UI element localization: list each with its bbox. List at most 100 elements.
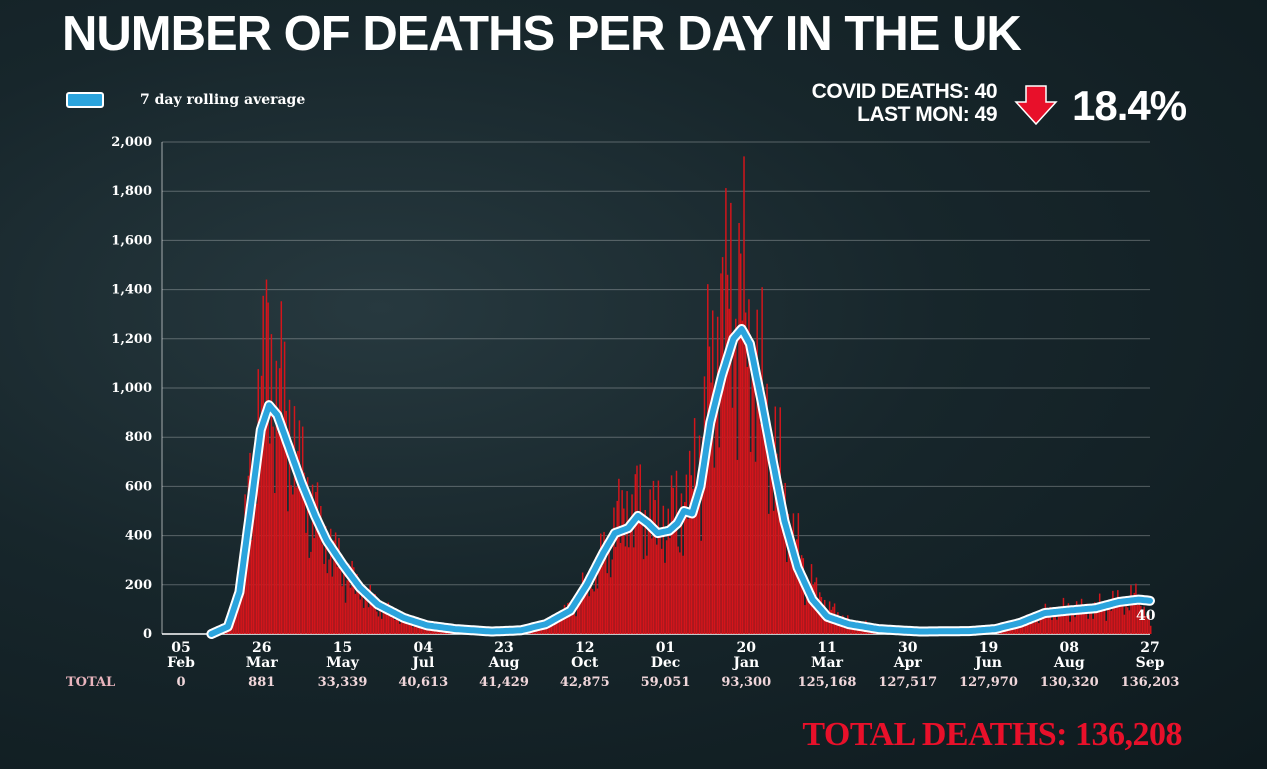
bar xyxy=(776,453,778,634)
bar xyxy=(1113,600,1116,634)
bar xyxy=(1064,609,1066,634)
bar xyxy=(344,602,347,634)
bar xyxy=(606,573,609,634)
bar xyxy=(255,503,258,634)
bar xyxy=(572,601,574,634)
bar xyxy=(631,494,633,634)
bar xyxy=(1103,605,1106,634)
bar xyxy=(1128,610,1131,634)
bar xyxy=(422,625,424,634)
bar xyxy=(683,502,686,634)
bar xyxy=(687,518,689,634)
bar xyxy=(1112,590,1114,634)
bar xyxy=(379,608,381,634)
bar xyxy=(702,437,704,634)
bar xyxy=(1074,617,1076,634)
y-tick-label: 1,400 xyxy=(111,283,152,298)
bar xyxy=(1070,612,1073,634)
total-value: 130,320 xyxy=(1040,675,1099,690)
last-mon-value: 49 xyxy=(974,103,998,126)
bar xyxy=(723,373,725,634)
bar xyxy=(590,570,592,634)
bar xyxy=(1110,610,1112,634)
bar xyxy=(581,572,584,634)
bar xyxy=(1085,603,1088,634)
bar xyxy=(1126,607,1129,634)
bar xyxy=(822,615,824,634)
bar xyxy=(354,593,357,634)
bar xyxy=(596,588,599,634)
bar xyxy=(399,623,401,634)
bar xyxy=(716,316,719,634)
bar xyxy=(1146,619,1149,634)
bar xyxy=(1024,624,1027,634)
bar xyxy=(359,599,362,634)
bar xyxy=(560,617,562,634)
bar xyxy=(618,478,620,634)
x-tick-day: 30 xyxy=(898,640,918,656)
bar xyxy=(1140,605,1142,634)
bar xyxy=(562,615,564,634)
bar xyxy=(425,626,427,634)
bar xyxy=(329,528,332,634)
bar xyxy=(565,611,567,634)
bar xyxy=(1044,603,1047,634)
bar xyxy=(639,464,642,634)
bar xyxy=(743,156,745,634)
total-value: 93,300 xyxy=(721,675,771,690)
bar xyxy=(1018,622,1020,634)
bar xyxy=(1033,622,1035,634)
bar xyxy=(754,461,757,634)
bar xyxy=(791,557,793,634)
total-value: 136,203 xyxy=(1121,675,1180,690)
x-tick-month: Dec xyxy=(651,655,681,671)
bar xyxy=(623,508,625,634)
bar xyxy=(326,573,329,634)
bar xyxy=(1143,606,1145,634)
bar xyxy=(601,565,604,634)
bar xyxy=(578,602,581,634)
x-tick-month: Jul xyxy=(410,655,434,671)
bar xyxy=(685,474,688,634)
bar xyxy=(738,223,740,635)
bar xyxy=(598,564,600,634)
bar xyxy=(576,591,579,634)
bar xyxy=(362,607,365,634)
bar xyxy=(651,538,653,634)
bar xyxy=(1067,603,1070,634)
bar xyxy=(1041,612,1043,634)
bar xyxy=(730,202,732,635)
bar xyxy=(664,562,666,634)
bar xyxy=(275,360,278,634)
bar xyxy=(739,253,742,634)
bar xyxy=(705,431,707,634)
bar xyxy=(1098,593,1101,634)
bar xyxy=(726,274,729,634)
bar xyxy=(397,615,399,634)
bar xyxy=(700,540,702,634)
x-tick-day: 11 xyxy=(817,640,836,656)
bar xyxy=(280,301,283,634)
bar xyxy=(656,544,658,634)
bar xyxy=(384,605,386,634)
bar xyxy=(679,552,681,634)
bar xyxy=(367,607,370,634)
bar xyxy=(346,580,348,634)
y-tick-label: 800 xyxy=(125,430,152,445)
bar xyxy=(334,532,337,634)
total-value: 125,168 xyxy=(798,675,857,690)
bar xyxy=(595,556,597,634)
bar xyxy=(558,611,561,634)
last-mon-stat: LAST MON: 49 xyxy=(857,103,997,127)
bar xyxy=(746,366,749,634)
bar xyxy=(306,477,309,634)
bar xyxy=(341,586,343,634)
x-tick-month: Apr xyxy=(893,655,923,671)
bar xyxy=(756,309,758,634)
bar xyxy=(761,287,763,634)
bar xyxy=(652,480,655,634)
bar xyxy=(250,539,253,634)
bar xyxy=(273,493,276,634)
bar xyxy=(1072,608,1075,634)
bar xyxy=(682,555,684,634)
